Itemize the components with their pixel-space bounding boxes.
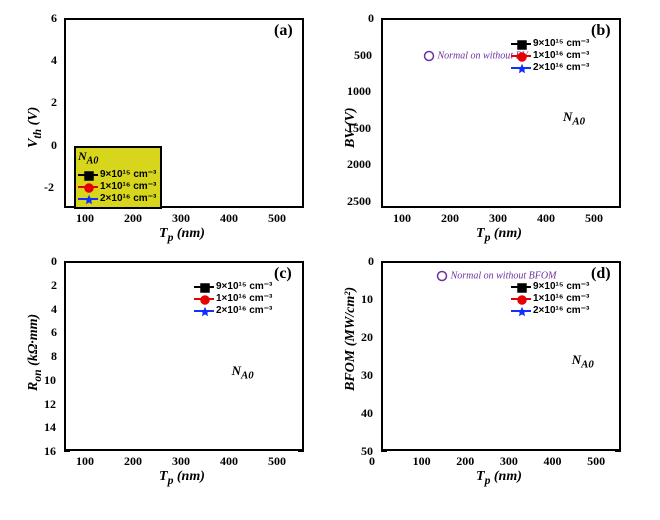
legend: 9×10¹⁵ cm⁻³ 1×10¹⁶ cm⁻³ 2×10¹⁶ cm⁻³ [192, 279, 276, 319]
panel-c: 1002003004005000246810121416Tp (nm)Ron (… [10, 253, 313, 490]
legend-label: 9×10¹⁵ cm⁻³ [100, 169, 156, 181]
legend-item: 1×10¹⁶ cm⁻³ [511, 293, 589, 305]
legend-title: NA0 [572, 352, 594, 371]
legend-item: 9×10¹⁵ cm⁻³ [194, 281, 272, 293]
panel-letter: (b) [591, 22, 630, 40]
legend-title: NA0 [232, 363, 254, 382]
legend-item: 1×10¹⁶ cm⁻³ [78, 181, 156, 193]
legend-label: 1×10¹⁶ cm⁻³ [533, 293, 589, 305]
panel-letter: (c) [274, 265, 313, 283]
legend-item: 2×10¹⁶ cm⁻³ [78, 193, 156, 205]
legend: NA0 9×10¹⁵ cm⁻³ 1×10¹⁶ cm⁻³ 2×10¹⁶ cm⁻³ [74, 146, 162, 209]
legend-label: 1×10¹⁶ cm⁻³ [533, 50, 589, 62]
legend-item: 9×10¹⁵ cm⁻³ [511, 281, 589, 293]
legend-item: 2×10¹⁶ cm⁻³ [511, 305, 589, 317]
legend-label: 2×10¹⁶ cm⁻³ [216, 305, 272, 317]
legend-item: 9×10¹⁵ cm⁻³ [511, 38, 589, 50]
legend-item: 9×10¹⁵ cm⁻³ [78, 169, 156, 181]
legend-item: 1×10¹⁶ cm⁻³ [194, 293, 272, 305]
legend-label: 2×10¹⁶ cm⁻³ [100, 193, 156, 205]
legend-title: NA0 [78, 150, 156, 167]
legend: 9×10¹⁵ cm⁻³ 1×10¹⁶ cm⁻³ 2×10¹⁶ cm⁻³ [509, 36, 593, 76]
panel-letter: (d) [591, 265, 630, 283]
legend-title: NA0 [563, 109, 585, 128]
panel-b: 10020030040050005001000150020002500Tp (n… [327, 10, 630, 247]
legend-label: 9×10¹⁵ cm⁻³ [533, 281, 589, 293]
legend: 9×10¹⁵ cm⁻³ 1×10¹⁶ cm⁻³ 2×10¹⁶ cm⁻³ [509, 279, 593, 319]
legend-item: 2×10¹⁶ cm⁻³ [194, 305, 272, 317]
legend-label: 1×10¹⁶ cm⁻³ [216, 293, 272, 305]
legend-item: 1×10¹⁶ cm⁻³ [511, 50, 589, 62]
legend-label: 1×10¹⁶ cm⁻³ [100, 181, 156, 193]
panel-letter: (a) [274, 22, 313, 40]
legend-label: 2×10¹⁶ cm⁻³ [533, 305, 589, 317]
panel-a: Normally OffNormally On100200300400500-2… [10, 10, 313, 247]
panel-d: 010020030040050001020304050Tp (nm)BFOM (… [327, 253, 630, 490]
legend-label: 2×10¹⁶ cm⁻³ [533, 62, 589, 74]
legend-item: 2×10¹⁶ cm⁻³ [511, 62, 589, 74]
legend-label: 9×10¹⁵ cm⁻³ [533, 38, 589, 50]
legend-label: 9×10¹⁵ cm⁻³ [216, 281, 272, 293]
